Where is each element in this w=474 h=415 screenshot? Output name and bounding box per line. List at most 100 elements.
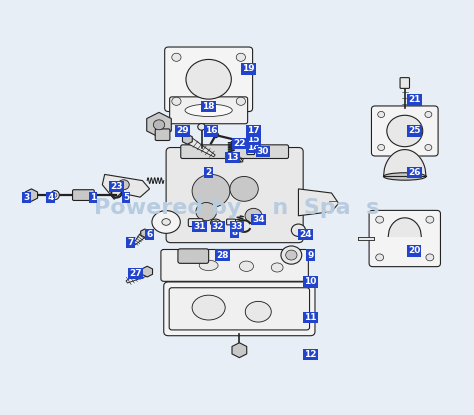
Text: 9: 9 bbox=[307, 251, 313, 259]
Text: 5: 5 bbox=[123, 193, 129, 202]
Text: 12: 12 bbox=[304, 350, 317, 359]
Text: 28: 28 bbox=[217, 251, 229, 259]
Polygon shape bbox=[299, 189, 338, 216]
Text: 7: 7 bbox=[128, 238, 134, 247]
Circle shape bbox=[425, 112, 432, 117]
Circle shape bbox=[426, 216, 434, 223]
Text: 1: 1 bbox=[90, 193, 96, 202]
Polygon shape bbox=[232, 343, 247, 358]
Text: 13: 13 bbox=[226, 154, 238, 162]
Circle shape bbox=[378, 112, 385, 117]
Ellipse shape bbox=[152, 210, 180, 233]
Circle shape bbox=[198, 124, 205, 130]
Text: 14: 14 bbox=[247, 143, 260, 152]
FancyBboxPatch shape bbox=[166, 147, 303, 243]
Text: 33: 33 bbox=[231, 222, 243, 231]
Circle shape bbox=[230, 176, 258, 201]
Circle shape bbox=[196, 203, 217, 221]
Circle shape bbox=[186, 59, 231, 99]
Ellipse shape bbox=[185, 104, 232, 117]
FancyBboxPatch shape bbox=[170, 97, 247, 124]
Circle shape bbox=[286, 250, 297, 260]
FancyBboxPatch shape bbox=[164, 47, 253, 112]
Polygon shape bbox=[383, 149, 426, 176]
FancyBboxPatch shape bbox=[155, 129, 170, 141]
Text: 22: 22 bbox=[233, 139, 246, 148]
Polygon shape bbox=[147, 112, 171, 137]
Text: 26: 26 bbox=[408, 168, 420, 177]
Text: 2: 2 bbox=[206, 168, 212, 177]
Text: 27: 27 bbox=[129, 269, 142, 278]
Text: 4: 4 bbox=[47, 193, 54, 202]
Text: 19: 19 bbox=[243, 64, 255, 73]
Circle shape bbox=[376, 254, 383, 261]
Ellipse shape bbox=[192, 295, 225, 320]
Ellipse shape bbox=[247, 144, 254, 148]
FancyBboxPatch shape bbox=[227, 219, 236, 225]
Ellipse shape bbox=[245, 301, 271, 322]
FancyBboxPatch shape bbox=[372, 106, 438, 156]
Circle shape bbox=[245, 208, 262, 223]
Text: 3: 3 bbox=[24, 193, 30, 202]
Circle shape bbox=[172, 97, 181, 105]
Circle shape bbox=[236, 97, 246, 105]
Circle shape bbox=[118, 180, 129, 190]
Text: 17: 17 bbox=[247, 127, 260, 135]
Polygon shape bbox=[141, 229, 149, 237]
Text: 29: 29 bbox=[176, 127, 189, 135]
Circle shape bbox=[236, 53, 246, 61]
Polygon shape bbox=[133, 231, 148, 245]
Circle shape bbox=[247, 139, 254, 144]
Circle shape bbox=[425, 144, 432, 151]
Text: 25: 25 bbox=[408, 127, 420, 135]
Polygon shape bbox=[142, 266, 153, 277]
Text: Powered by    n  Spa  s: Powered by n Spa s bbox=[94, 198, 380, 217]
Ellipse shape bbox=[53, 193, 57, 197]
FancyBboxPatch shape bbox=[164, 282, 315, 336]
Polygon shape bbox=[233, 154, 243, 162]
Ellipse shape bbox=[51, 190, 59, 200]
Text: 24: 24 bbox=[299, 230, 312, 239]
Text: 6: 6 bbox=[146, 230, 153, 239]
Polygon shape bbox=[25, 189, 37, 201]
Text: 15: 15 bbox=[247, 135, 260, 144]
Text: 10: 10 bbox=[304, 278, 317, 286]
FancyBboxPatch shape bbox=[178, 249, 209, 264]
Circle shape bbox=[426, 254, 434, 261]
Circle shape bbox=[281, 246, 302, 264]
FancyBboxPatch shape bbox=[400, 78, 410, 88]
Text: 31: 31 bbox=[193, 222, 205, 231]
Polygon shape bbox=[388, 218, 421, 237]
Circle shape bbox=[154, 120, 164, 130]
Circle shape bbox=[378, 144, 385, 151]
FancyBboxPatch shape bbox=[181, 145, 289, 159]
Text: 21: 21 bbox=[408, 95, 420, 105]
Polygon shape bbox=[126, 268, 150, 283]
Text: 8: 8 bbox=[231, 228, 238, 237]
Circle shape bbox=[192, 174, 230, 208]
Text: 34: 34 bbox=[252, 215, 264, 225]
Text: 18: 18 bbox=[202, 102, 215, 111]
FancyBboxPatch shape bbox=[161, 249, 309, 281]
Ellipse shape bbox=[199, 260, 218, 271]
Polygon shape bbox=[102, 174, 150, 199]
Circle shape bbox=[387, 115, 423, 146]
Ellipse shape bbox=[383, 173, 426, 180]
Text: 32: 32 bbox=[212, 222, 224, 231]
FancyBboxPatch shape bbox=[188, 219, 203, 227]
FancyBboxPatch shape bbox=[247, 149, 255, 154]
FancyBboxPatch shape bbox=[169, 288, 310, 330]
Polygon shape bbox=[182, 134, 192, 144]
Ellipse shape bbox=[271, 263, 283, 272]
Circle shape bbox=[172, 53, 181, 61]
Circle shape bbox=[376, 216, 383, 223]
Text: 16: 16 bbox=[205, 127, 217, 135]
Text: 30: 30 bbox=[257, 147, 269, 156]
FancyBboxPatch shape bbox=[73, 190, 94, 200]
Circle shape bbox=[213, 133, 219, 138]
Ellipse shape bbox=[239, 261, 254, 271]
Polygon shape bbox=[185, 136, 215, 157]
Ellipse shape bbox=[162, 219, 170, 225]
Text: 11: 11 bbox=[304, 312, 317, 322]
Text: 20: 20 bbox=[408, 247, 420, 255]
